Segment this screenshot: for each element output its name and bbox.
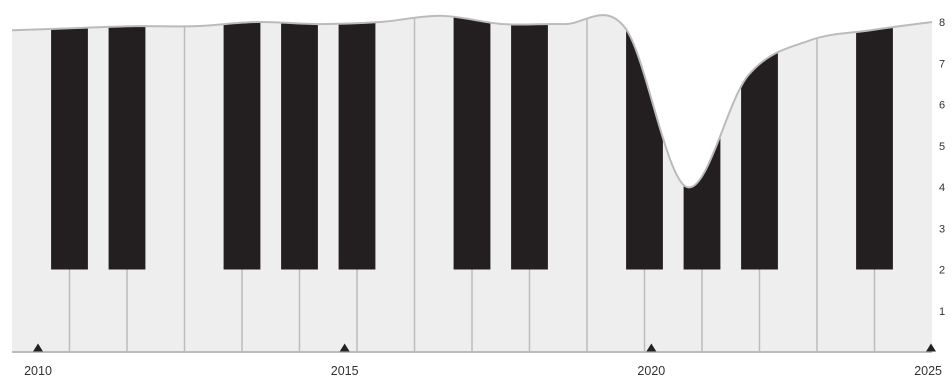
x-axis: 2010 2015 2020 2025 [24,343,942,378]
black-key [281,15,318,270]
x-tick-label: 2015 [331,364,359,378]
black-key [223,15,261,270]
y-tick-label: 1 [939,306,945,318]
x-tick-marker [33,343,43,352]
y-tick-label: 2 [939,265,945,277]
black-key [511,15,548,270]
x-tick-marker [926,343,936,352]
y-tick-label: 6 [939,100,945,112]
y-tick-label: 8 [939,17,945,29]
plot-area [12,15,932,352]
black-key [856,15,893,270]
black-key [453,15,491,270]
x-tick-label: 2020 [637,364,665,378]
y-tick-label: 4 [939,182,945,194]
black-key [108,15,146,270]
y-axis: 1 2 3 4 5 6 7 8 [939,17,945,318]
x-tick-marker [646,343,657,352]
x-tick-marker [339,343,350,352]
black-key [51,15,88,270]
x-tick-label: 2025 [914,364,942,378]
y-tick-label: 3 [939,223,945,235]
black-key [338,15,376,270]
y-tick-label: 5 [939,141,945,153]
x-tick-label: 2010 [24,364,52,378]
y-tick-label: 7 [939,58,945,70]
black-key [741,15,778,270]
area-outline [11,14,933,189]
black-key [683,15,721,270]
